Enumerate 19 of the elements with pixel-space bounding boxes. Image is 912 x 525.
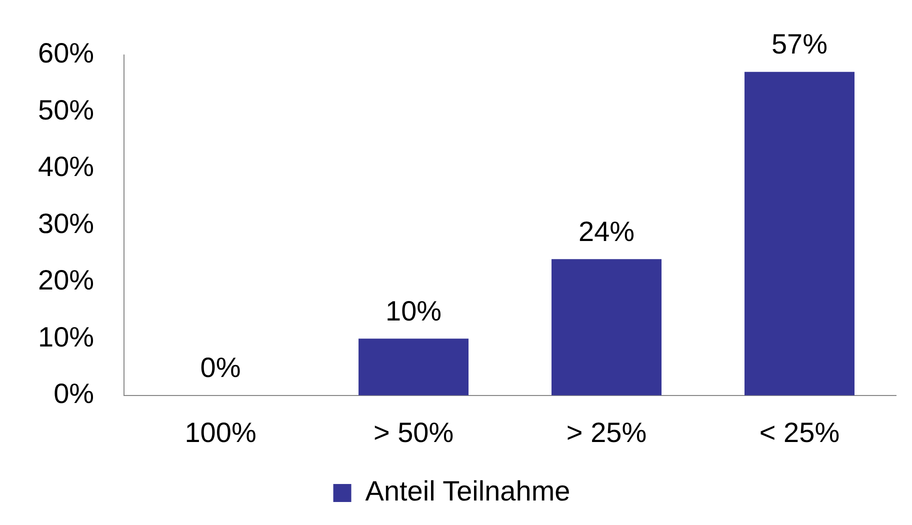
y-tick-label: 10% (38, 321, 94, 352)
data-label: 24% (578, 216, 635, 247)
bar (358, 338, 469, 396)
x-tick-label: < 25% (759, 416, 840, 448)
y-tick-label: 20% (38, 264, 94, 296)
y-tick-label: 50% (38, 94, 94, 126)
x-tick-label: 100% (184, 416, 256, 448)
x-tick-label: > 25% (566, 416, 647, 448)
data-label: 0% (200, 352, 241, 384)
y-tick-label: 40% (38, 151, 94, 182)
legend-label: Anteil Teilnahme (365, 476, 570, 507)
x-tick-label: > 50% (373, 416, 454, 448)
y-tick-label: 0% (54, 378, 94, 410)
data-label: 10% (386, 295, 442, 326)
y-tick-label: 30% (38, 208, 94, 239)
bar (744, 72, 855, 396)
y-tick-label: 60% (38, 38, 94, 69)
bar (552, 259, 662, 396)
data-label: 57% (771, 28, 828, 60)
